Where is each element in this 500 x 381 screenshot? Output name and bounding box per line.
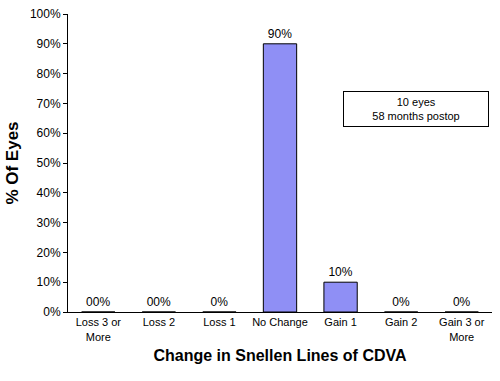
svg-text:Loss 2: Loss 2 (143, 316, 175, 328)
svg-text:80%: 80% (37, 67, 61, 81)
svg-text:90%: 90% (37, 37, 61, 51)
svg-text:No Change: No Change (252, 316, 308, 328)
svg-text:Gain 2: Gain 2 (385, 316, 417, 328)
svg-text:10%: 10% (328, 265, 352, 279)
svg-text:0%: 0% (211, 295, 229, 309)
svg-text:30%: 30% (37, 216, 61, 230)
svg-text:20%: 20% (37, 246, 61, 260)
svg-text:% Of Eyes: % Of Eyes (3, 121, 22, 204)
svg-text:00%: 00% (86, 295, 110, 309)
svg-text:0%: 0% (392, 295, 410, 309)
svg-text:10 eyes58 months postop: 10 eyes58 months postop (372, 96, 459, 122)
svg-text:70%: 70% (37, 97, 61, 111)
svg-text:Change in Snellen Lines of CDV: Change in Snellen Lines of CDVA (153, 347, 407, 364)
svg-text:Loss 3 orMore: Loss 3 orMore (76, 316, 122, 342)
svg-text:90%: 90% (268, 27, 292, 41)
svg-text:Gain 3 orMore: Gain 3 orMore (439, 316, 485, 342)
svg-text:00%: 00% (147, 295, 171, 309)
svg-text:0%: 0% (43, 305, 61, 319)
svg-text:Gain 1: Gain 1 (324, 316, 356, 328)
svg-text:10%: 10% (37, 275, 61, 289)
svg-text:100%: 100% (30, 7, 61, 21)
svg-text:40%: 40% (37, 186, 61, 200)
svg-text:60%: 60% (37, 126, 61, 140)
svg-text:Loss 1: Loss 1 (203, 316, 235, 328)
svg-text:0%: 0% (453, 295, 471, 309)
svg-text:50%: 50% (37, 156, 61, 170)
